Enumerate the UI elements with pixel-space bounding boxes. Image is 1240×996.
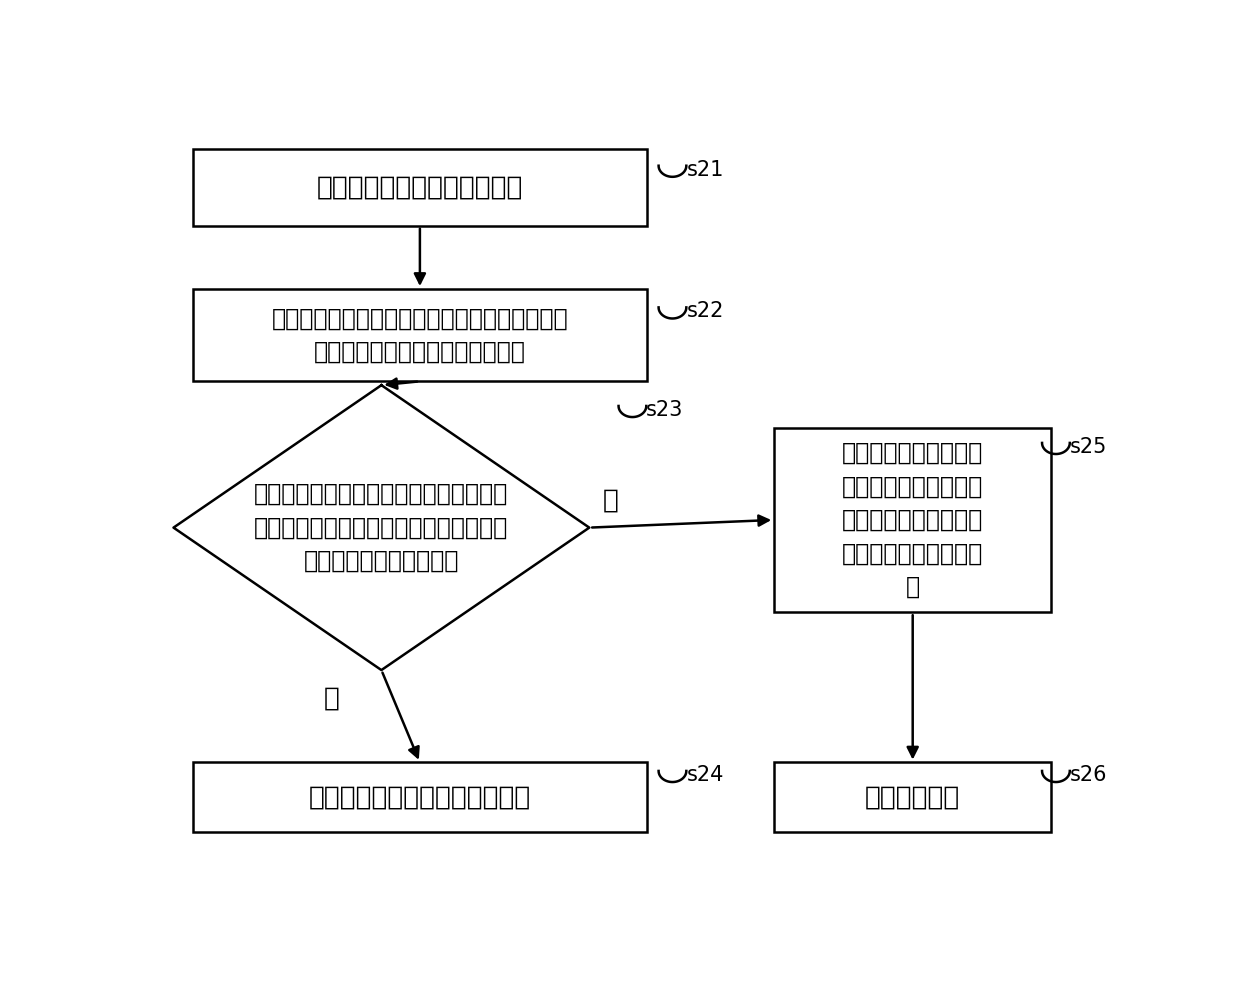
- Text: s25: s25: [1070, 437, 1107, 457]
- Text: s23: s23: [646, 399, 683, 419]
- Text: 接收光敏元件发送的光敏信号: 接收光敏元件发送的光敏信号: [316, 174, 523, 200]
- Polygon shape: [174, 385, 589, 670]
- Text: 主控单元判断根据光敏信号确定的计量码
盘的位置状态与根据磁敏信号确定的计量
码盘的位置状态是否一致: 主控单元判断根据光敏信号确定的计量码 盘的位置状态与根据磁敏信号确定的计量 码盘…: [254, 482, 508, 573]
- Text: 发送报警信号: 发送报警信号: [866, 784, 960, 810]
- Text: s26: s26: [1070, 765, 1107, 785]
- Text: s21: s21: [686, 159, 724, 179]
- Bar: [774, 763, 1052, 832]
- Text: 判定当前磁敏信号受到
干扰，同时启动光敏发
生器进行工作，以光敏
方式检测计量码盘的位
置: 判定当前磁敏信号受到 干扰，同时启动光敏发 生器进行工作，以光敏 方式检测计量码…: [842, 441, 983, 599]
- Text: 判定当前磁敏信号没有受到干扰: 判定当前磁敏信号没有受到干扰: [309, 784, 531, 810]
- Bar: [192, 289, 647, 381]
- Bar: [192, 763, 647, 832]
- Text: 否: 否: [603, 488, 619, 514]
- Bar: [192, 148, 647, 226]
- Text: 光敏元件接收来自光敏信号发生器的光敏信号，
并将所述光敏信号发送至主控单元: 光敏元件接收来自光敏信号发生器的光敏信号， 并将所述光敏信号发送至主控单元: [272, 307, 568, 364]
- Text: s24: s24: [686, 765, 724, 785]
- Bar: [774, 427, 1052, 613]
- Text: s22: s22: [686, 301, 724, 322]
- Text: 是: 是: [324, 685, 340, 711]
